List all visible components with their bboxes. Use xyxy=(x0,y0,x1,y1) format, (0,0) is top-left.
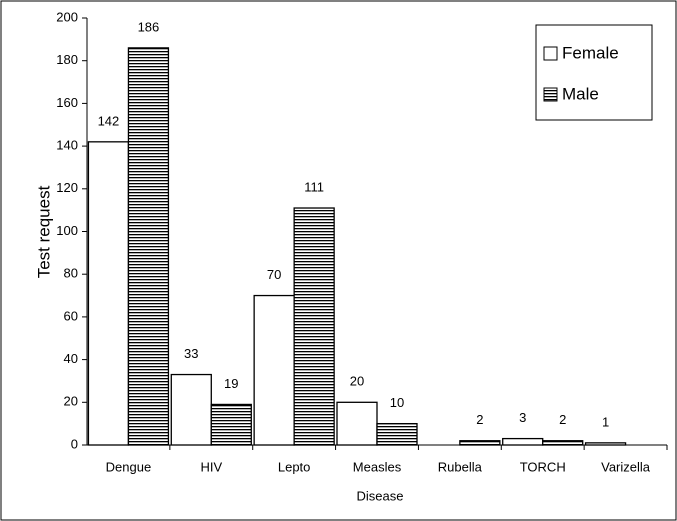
value-label: 33 xyxy=(184,346,198,361)
y-tick-label: 20 xyxy=(64,394,78,409)
value-label: 142 xyxy=(98,113,120,128)
value-label: 186 xyxy=(138,19,160,34)
y-tick-label: 60 xyxy=(64,308,78,323)
value-label: 2 xyxy=(559,412,566,427)
y-tick-label: 0 xyxy=(71,436,78,451)
value-label: 19 xyxy=(224,376,238,391)
y-tick-label: 200 xyxy=(56,9,78,24)
y-axis-title: Test request xyxy=(34,185,53,278)
value-label: 2 xyxy=(476,412,483,427)
value-label: 10 xyxy=(390,395,404,410)
value-label: 111 xyxy=(304,179,324,194)
value-label: 1 xyxy=(602,414,609,429)
legend-swatch xyxy=(543,46,558,61)
bar xyxy=(502,437,544,446)
x-tick-label: Measles xyxy=(353,459,402,474)
value-label: 20 xyxy=(350,374,364,389)
legend-label: Female xyxy=(562,43,619,62)
y-tick-label: 160 xyxy=(56,95,78,110)
bar xyxy=(459,440,501,446)
y-tick-label: 140 xyxy=(56,138,78,153)
y-tick-label: 80 xyxy=(64,266,78,281)
x-tick-label: Varizella xyxy=(601,459,651,474)
x-tick-label: HIV xyxy=(200,459,222,474)
y-tick-label: 120 xyxy=(56,180,78,195)
bar xyxy=(127,47,170,446)
y-tick-label: 100 xyxy=(56,223,78,238)
bar xyxy=(336,401,378,446)
bar xyxy=(376,422,418,446)
x-tick-label: Rubella xyxy=(438,459,483,474)
x-tick-label: Lepto xyxy=(278,459,311,474)
legend-box xyxy=(535,24,653,121)
x-tick-label: TORCH xyxy=(520,459,566,474)
x-axis-title: Disease xyxy=(357,488,404,503)
bar xyxy=(542,440,584,446)
y-tick-label: 40 xyxy=(64,351,78,366)
bar xyxy=(170,373,212,446)
y-tick-label: 180 xyxy=(56,52,78,67)
legend-label: Male xyxy=(562,84,599,103)
bar xyxy=(253,294,295,446)
value-label: 70 xyxy=(267,267,281,282)
bar xyxy=(87,141,130,446)
bar xyxy=(210,403,252,446)
bar xyxy=(293,207,335,446)
value-label: 3 xyxy=(519,410,526,425)
x-tick-label: Dengue xyxy=(106,459,152,474)
legend-swatch xyxy=(543,87,558,102)
